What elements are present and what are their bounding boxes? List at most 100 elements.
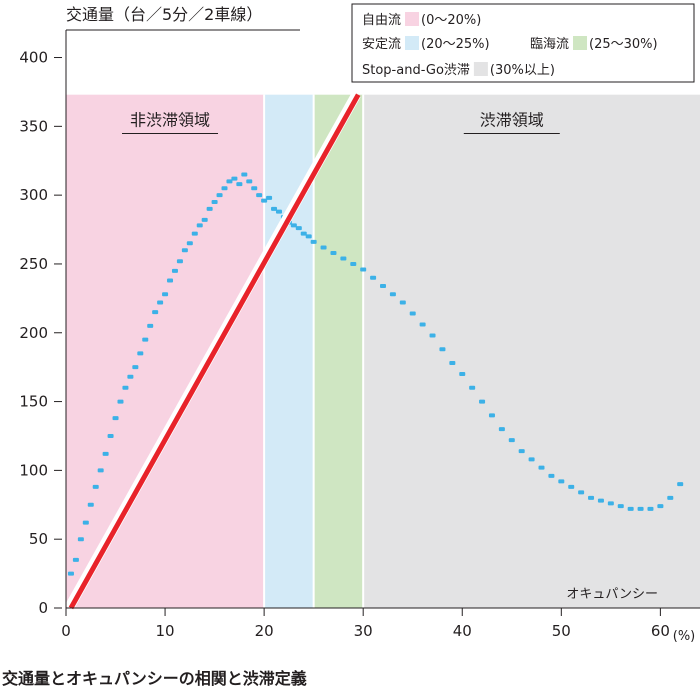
x-tick-label-3: 30 <box>354 622 373 640</box>
data-point-0-68 <box>498 427 505 432</box>
data-point-0-26 <box>196 223 203 228</box>
region-band-3 <box>363 94 700 608</box>
data-point-0-7 <box>102 451 109 456</box>
data-point-0-69 <box>508 438 515 443</box>
data-point-0-56 <box>380 283 386 288</box>
y-axis-label: 交通量（台／5分／2車線） <box>66 5 262 24</box>
data-point-0-41 <box>271 206 278 211</box>
data-point-0-13 <box>132 365 139 370</box>
data-point-0-0 <box>67 571 74 576</box>
data-point-0-4 <box>87 502 94 507</box>
region-band-1 <box>264 94 314 608</box>
data-point-0-28 <box>206 206 213 211</box>
data-point-0-46 <box>295 226 302 231</box>
data-point-0-34 <box>236 182 243 187</box>
data-point-0-42 <box>275 209 282 214</box>
data-point-0-21 <box>171 268 178 273</box>
data-point-0-12 <box>127 374 134 379</box>
y-tick-label-5: 250 <box>19 255 48 273</box>
data-point-0-10 <box>117 399 124 404</box>
data-point-0-14 <box>137 351 144 356</box>
data-point-0-37 <box>251 186 258 191</box>
data-point-0-31 <box>221 186 228 191</box>
data-point-0-83 <box>647 506 654 511</box>
data-point-0-63 <box>449 361 456 366</box>
data-point-0-85 <box>667 495 674 500</box>
data-point-0-84 <box>657 504 664 509</box>
x-tick-label-5: 50 <box>552 622 571 640</box>
data-point-0-61 <box>429 333 436 338</box>
tick-labels: 0 50 100 150 200 250 300 350 400 0 10 20 30 40 50 60 <box>19 49 670 640</box>
data-point-0-27 <box>201 217 208 222</box>
data-point-0-81 <box>627 506 634 511</box>
data-points <box>67 172 684 576</box>
data-point-0-30 <box>216 193 223 198</box>
legend-name-2: 臨海流 <box>530 37 569 52</box>
annotation-1: 渋滞領域 <box>480 110 544 129</box>
data-point-0-39 <box>261 198 268 203</box>
data-point-0-24 <box>186 241 193 246</box>
data-point-0-73 <box>548 473 555 478</box>
data-point-0-72 <box>538 465 545 470</box>
data-point-0-77 <box>588 495 595 500</box>
data-point-0-49 <box>310 239 317 244</box>
data-point-0-79 <box>607 501 614 506</box>
data-point-0-51 <box>330 250 337 255</box>
data-point-0-52 <box>340 256 347 261</box>
region-band-0 <box>66 94 265 608</box>
x-tick-label-2: 20 <box>255 622 274 640</box>
data-point-0-18 <box>157 300 164 305</box>
y-tick-label-1: 50 <box>29 530 48 548</box>
y-tick-label-3: 150 <box>19 393 48 411</box>
data-point-0-82 <box>637 506 644 511</box>
data-point-0-19 <box>162 292 169 297</box>
data-point-0-78 <box>597 498 604 503</box>
threshold-line <box>68 93 361 610</box>
chart-title: 交通量とオキュパンシーの相関と渋滞定義 <box>2 669 307 688</box>
annotation-0: 非渋滞領域 <box>130 110 210 129</box>
data-point-0-40 <box>266 195 273 200</box>
data-point-0-35 <box>241 172 248 177</box>
data-point-0-15 <box>142 337 149 342</box>
data-point-0-23 <box>181 248 188 253</box>
legend-name-3: Stop-and-Go渋滞 <box>362 63 470 78</box>
x-axis-unit: (%) <box>673 629 696 644</box>
legend-swatch-2 <box>573 36 588 50</box>
legend-swatch-3 <box>473 62 488 76</box>
data-point-0-53 <box>350 261 357 266</box>
data-point-0-33 <box>231 176 238 181</box>
y-tick-label-6: 300 <box>19 186 48 204</box>
legend-name-0: 自由流 <box>362 13 401 28</box>
data-point-0-55 <box>370 275 377 280</box>
data-point-0-5 <box>92 484 99 489</box>
data-point-0-6 <box>97 468 104 473</box>
axes <box>65 29 700 609</box>
data-point-0-36 <box>246 179 253 184</box>
data-point-0-9 <box>112 416 119 421</box>
data-point-0-86 <box>677 482 684 487</box>
occupancy-regions <box>66 94 700 608</box>
x-tick-label-0: 0 <box>61 622 71 640</box>
data-point-0-3 <box>82 520 89 525</box>
data-point-0-54 <box>360 267 367 272</box>
data-point-0-75 <box>568 484 575 489</box>
x-tick-label-6: 60 <box>651 622 670 640</box>
data-point-0-38 <box>256 193 263 198</box>
x-tick-label-1: 10 <box>156 622 175 640</box>
data-point-0-2 <box>77 537 84 542</box>
data-point-0-74 <box>558 479 565 484</box>
legend-swatch-1 <box>405 36 420 50</box>
legend-range-3: (30%以上) <box>490 63 555 78</box>
data-point-0-60 <box>419 322 426 327</box>
y-tick-label-4: 200 <box>19 324 48 342</box>
y-tick-label-0: 0 <box>38 599 48 617</box>
legend-name-1: 安定流 <box>362 37 401 52</box>
data-point-0-57 <box>389 292 396 297</box>
data-point-0-50 <box>320 245 327 250</box>
data-point-0-20 <box>167 278 174 283</box>
data-point-0-48 <box>305 234 312 239</box>
y-tick-label-2: 100 <box>19 461 48 479</box>
data-point-0-62 <box>439 347 446 352</box>
data-point-0-16 <box>147 323 154 328</box>
